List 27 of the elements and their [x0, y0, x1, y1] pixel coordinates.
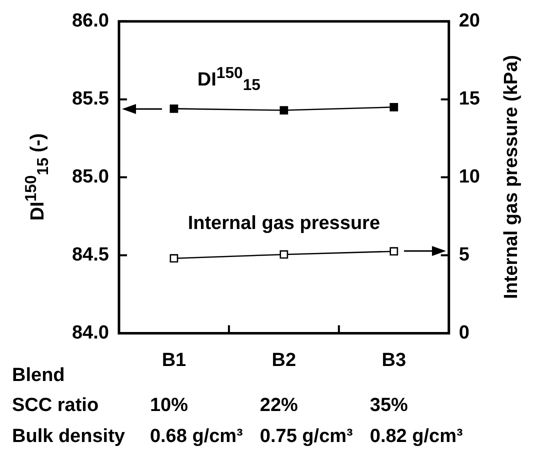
x-tick-label: B1: [162, 350, 187, 371]
text: Bulk density: [12, 426, 125, 448]
y-tick-label: 85.0: [72, 166, 109, 188]
text: 10%: [150, 395, 188, 418]
y2-tick-label: 15: [458, 88, 480, 110]
text: 0.75 g/cm³: [260, 426, 353, 448]
text: 0.68 g/cm³: [150, 426, 243, 448]
x-axis-title: Blend: [12, 365, 65, 388]
y-tick-label: 85.5: [72, 88, 110, 110]
series-label: Internal gas pressure: [188, 213, 380, 236]
x-tick-label: B2: [272, 350, 296, 371]
y-tick-label: 86.0: [72, 10, 109, 32]
x-tick-label: B3: [382, 350, 406, 371]
y2-tick-label: 0: [458, 322, 470, 344]
y-tick-label: 84.0: [72, 322, 109, 344]
y2-tick-label: 20: [458, 10, 480, 32]
point: [390, 247, 398, 256]
y2-tick-label: 5: [458, 244, 470, 266]
text: 35%: [370, 395, 408, 418]
point: [280, 250, 288, 259]
text: SCC ratio: [12, 395, 99, 418]
text: 22%: [260, 395, 298, 418]
point: [170, 254, 178, 263]
y2-axis-title: Internal gas pressure (kPa): [501, 55, 523, 300]
y-tick-label: 84.5: [72, 244, 110, 266]
text: 0.82 g/cm³: [370, 426, 463, 448]
y2-tick-label: 10: [458, 166, 480, 188]
